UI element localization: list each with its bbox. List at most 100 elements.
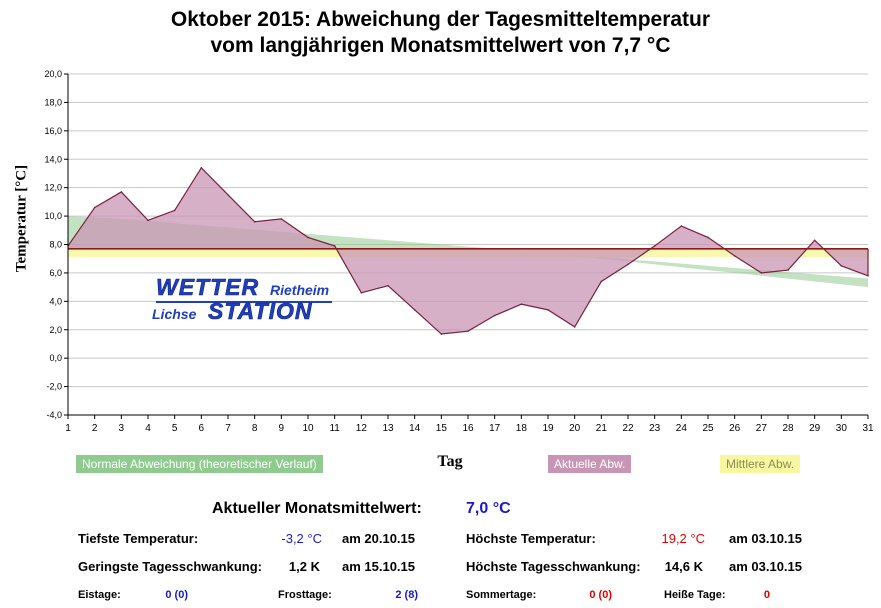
x-tick-label-1: 1 <box>65 423 71 434</box>
legend-normal: Normale Abweichung (theoretischer Verlau… <box>76 455 323 473</box>
actual-point-day-6 <box>200 166 203 169</box>
x-tick-label-8: 8 <box>252 423 258 434</box>
actual-point-day-12 <box>360 292 363 294</box>
actual-point-day-27 <box>760 272 763 274</box>
x-tick-label-28: 28 <box>782 423 794 434</box>
x-tick-label-10: 10 <box>302 423 314 434</box>
logo-word-lichse: Lichse <box>152 306 197 322</box>
y-tick-label: 12,0 <box>44 183 62 193</box>
actual-point-day-19 <box>547 309 549 311</box>
min-temp-label: Tiefste Temperatur: <box>78 531 199 546</box>
mean-value: 7,0 °C <box>466 500 511 517</box>
mean-label: Aktueller Monatsmittelwert: <box>212 500 422 517</box>
actual-point-day-20 <box>573 326 576 328</box>
y-tick-label: 20,0 <box>44 69 62 79</box>
x-tick-label-13: 13 <box>382 423 394 434</box>
actual-point-day-30 <box>840 265 843 267</box>
x-tick-label-25: 25 <box>702 423 714 434</box>
actual-point-day-28 <box>787 269 789 271</box>
min-temp-value: -3,2 °C <box>281 531 322 546</box>
y-tick-label: 16,0 <box>44 126 62 136</box>
x-tick-label-15: 15 <box>436 423 448 434</box>
x-tick-label-30: 30 <box>836 423 848 434</box>
x-tick-label-16: 16 <box>462 423 474 434</box>
actual-point-day-18 <box>520 303 523 305</box>
actual-point-day-16 <box>467 330 469 332</box>
logo-word-rietheim: Rietheim <box>270 282 330 298</box>
x-tick-label-2: 2 <box>92 423 98 434</box>
actual-deviation-area <box>68 167 868 335</box>
legend-actual: Aktuelle Abw. <box>548 455 632 473</box>
actual-point-day-9 <box>280 218 283 220</box>
wetter-station-logo: WETTER Rietheim Lichse STATION <box>152 274 336 330</box>
actual-point-day-7 <box>227 193 229 196</box>
x-tick-label-3: 3 <box>119 423 125 434</box>
y-tick-label: -4,0 <box>46 410 62 420</box>
y-tick-label: 14,0 <box>44 154 62 164</box>
logo-word-station: STATION <box>208 298 313 325</box>
actual-point-day-5 <box>173 209 176 212</box>
x-tick-label-27: 27 <box>756 423 768 434</box>
x-tick-label-14: 14 <box>409 423 421 434</box>
x-tick-label-11: 11 <box>329 423 340 434</box>
y-tick-label: 0,0 <box>49 353 62 363</box>
actual-point-day-13 <box>387 284 389 287</box>
x-tick-label-26: 26 <box>729 423 741 434</box>
summer-days-value: 0 (0) <box>589 589 612 601</box>
x-tick-label-20: 20 <box>569 423 581 434</box>
chart-title-line-1: Oktober 2015: Abweichung der Tagesmittel… <box>170 8 711 31</box>
actual-point-day-10 <box>307 236 309 239</box>
ice-days-label: Eistage: <box>78 589 121 601</box>
max-temp-value: 19,2 °C <box>661 531 705 546</box>
max-range-value: 14,6 K <box>664 559 703 574</box>
summer-days-label: Sommertage: <box>466 589 537 601</box>
min-temp-date: am 20.10.15 <box>342 531 416 546</box>
actual-point-day-21 <box>600 280 603 283</box>
actual-point-day-4 <box>147 219 149 222</box>
actual-point-day-26 <box>733 255 736 257</box>
y-tick-label: 2,0 <box>49 325 62 335</box>
x-tick-label-23: 23 <box>649 423 661 434</box>
max-range-date: am 03.10.15 <box>729 559 803 574</box>
logo-rule <box>156 301 332 303</box>
actual-point-day-25 <box>707 236 709 239</box>
x-tick-label-21: 21 <box>596 423 608 434</box>
y-tick-label: -2,0 <box>46 382 62 392</box>
actual-point-day-11 <box>333 245 336 247</box>
max-temp-label: Höchste Temperatur: <box>466 531 596 546</box>
min-range-value: 1,2 K <box>288 559 320 574</box>
x-tick-label-22: 22 <box>622 423 634 434</box>
ice-days-value: 0 (0) <box>165 589 188 601</box>
legend-mean: Mittlere Abw. <box>720 455 801 473</box>
actual-point-day-23 <box>653 245 656 247</box>
y-tick-label: 18,0 <box>44 97 62 107</box>
x-tick-label-24: 24 <box>676 423 688 434</box>
x-tick-label-19: 19 <box>542 423 554 434</box>
x-tick-label-29: 29 <box>809 423 821 434</box>
y-tick-label: 8,0 <box>49 240 62 250</box>
actual-point-day-29 <box>813 239 816 242</box>
max-temp-date: am 03.10.15 <box>729 531 803 546</box>
y-tick-label: 10,0 <box>44 211 62 221</box>
x-tick-label-12: 12 <box>356 423 368 434</box>
hot-days-value: 0 <box>763 589 770 601</box>
frost-days-value: 2 (8) <box>395 589 418 601</box>
logo-word-wetter: WETTER <box>156 274 260 301</box>
actual-point-day-8 <box>253 220 256 223</box>
min-range-label: Geringste Tagesschwankung: <box>78 559 262 574</box>
hot-days-label: Heiße Tage: <box>664 589 726 601</box>
y-axis-label: Temperatur [°C] <box>13 164 30 273</box>
actual-point-day-24 <box>680 225 683 227</box>
y-tick-label: 4,0 <box>49 296 62 306</box>
min-range-date: am 15.10.15 <box>342 559 416 574</box>
y-tick-label: 6,0 <box>49 268 62 278</box>
x-tick-label-5: 5 <box>172 423 178 434</box>
x-tick-label-31: 31 <box>862 423 874 434</box>
actual-point-day-17 <box>493 314 496 317</box>
x-tick-label-4: 4 <box>145 423 151 434</box>
chart-title-line-2: vom langjährigen Monatsmittelwert von 7,… <box>210 34 671 57</box>
actual-point-day-2 <box>93 206 96 209</box>
x-tick-label-7: 7 <box>225 423 231 434</box>
frost-days-label: Frosttage: <box>278 589 332 601</box>
x-axis-label: Tag <box>437 453 463 470</box>
